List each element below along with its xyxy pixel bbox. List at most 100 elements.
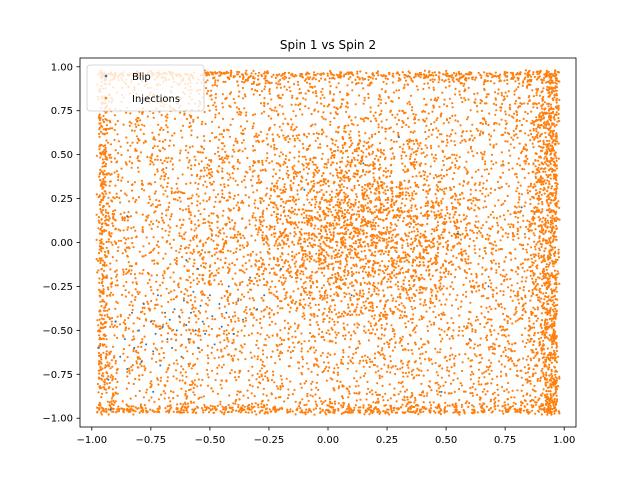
injection-point [514,127,518,130]
injection-point [389,371,392,374]
injection-point [217,146,220,149]
injection-point [198,330,201,333]
injection-point [410,206,413,209]
injection-point [501,235,504,238]
injection-point [150,274,153,277]
injection-point [469,392,472,395]
injection-point [355,347,358,350]
injection-point [397,96,400,100]
injection-point [117,246,120,249]
injection-point [543,101,546,104]
injection-point [381,375,384,378]
injection-point [380,324,383,327]
injection-point [448,358,451,361]
injection-point [232,148,235,151]
injection-point [115,273,119,276]
injection-point [448,293,451,296]
injection-point [341,397,345,400]
injection-point [322,131,325,134]
injection-point [238,391,241,394]
injection-point [115,386,118,389]
injection-point [350,334,353,337]
injection-point [513,235,516,238]
injection-point [270,392,273,395]
injection-point [511,389,514,392]
injection-point [437,201,440,204]
injection-point [329,353,332,356]
injection-point [220,379,223,382]
injection-point [232,402,235,405]
injection-point [504,256,507,259]
injection-point [200,299,203,302]
injection-point [470,273,473,276]
injection-point [301,113,304,116]
injection-point [363,329,366,332]
injection-point [302,273,305,276]
injection-point [241,346,244,349]
injection-point [252,80,256,83]
injection-point [114,209,117,212]
injection-point [403,179,406,182]
injection-point [96,319,99,322]
injection-point [436,351,439,354]
injection-point [295,134,298,137]
injection-point [352,234,355,237]
injection-point [469,359,472,362]
injection-point [439,413,442,416]
injection-point [381,395,384,398]
injection-point [373,288,376,291]
injection-point [123,319,126,322]
injection-point [188,243,191,247]
injection-point [378,264,381,267]
injection-point [335,240,338,243]
injection-point [171,163,174,166]
injection-point [392,393,396,396]
injection-point [156,168,159,171]
injection-point [221,142,225,145]
injection-point [293,164,296,167]
injection-point [331,340,334,343]
injection-point [165,370,168,374]
injection-point [412,151,415,154]
injection-point [329,163,333,166]
injection-point [172,238,175,241]
injection-point [268,92,271,95]
injection-point [370,301,373,304]
injection-point [480,100,484,103]
injection-point [137,196,141,199]
injection-point [333,106,336,109]
injection-point [416,367,419,370]
injection-point [208,159,211,162]
injection-point [163,270,166,273]
injection-point [314,393,317,396]
injection-point [282,282,285,285]
injection-point [141,183,144,187]
injection-point [509,289,512,292]
injection-point [462,197,465,200]
injection-point [307,78,310,81]
injection-point [410,370,413,373]
injection-point [382,219,385,222]
injection-point [309,302,312,305]
injection-point [329,305,332,308]
injection-point [426,369,429,372]
injection-point [293,145,296,148]
injection-point [162,323,165,326]
injection-point [475,127,478,130]
injection-point [119,213,122,216]
injection-point [298,88,301,91]
injection-point [182,368,185,371]
injection-point [490,382,493,385]
injection-point [120,239,123,242]
injection-point [287,176,290,179]
injection-point [437,383,440,386]
injection-point [260,402,263,405]
injection-point [152,249,155,252]
injection-point [180,129,183,132]
injection-point [211,131,214,135]
injection-point [250,332,253,335]
injection-point [232,252,235,255]
injection-point [139,363,142,366]
injection-point [449,166,452,169]
injection-point [191,272,195,275]
